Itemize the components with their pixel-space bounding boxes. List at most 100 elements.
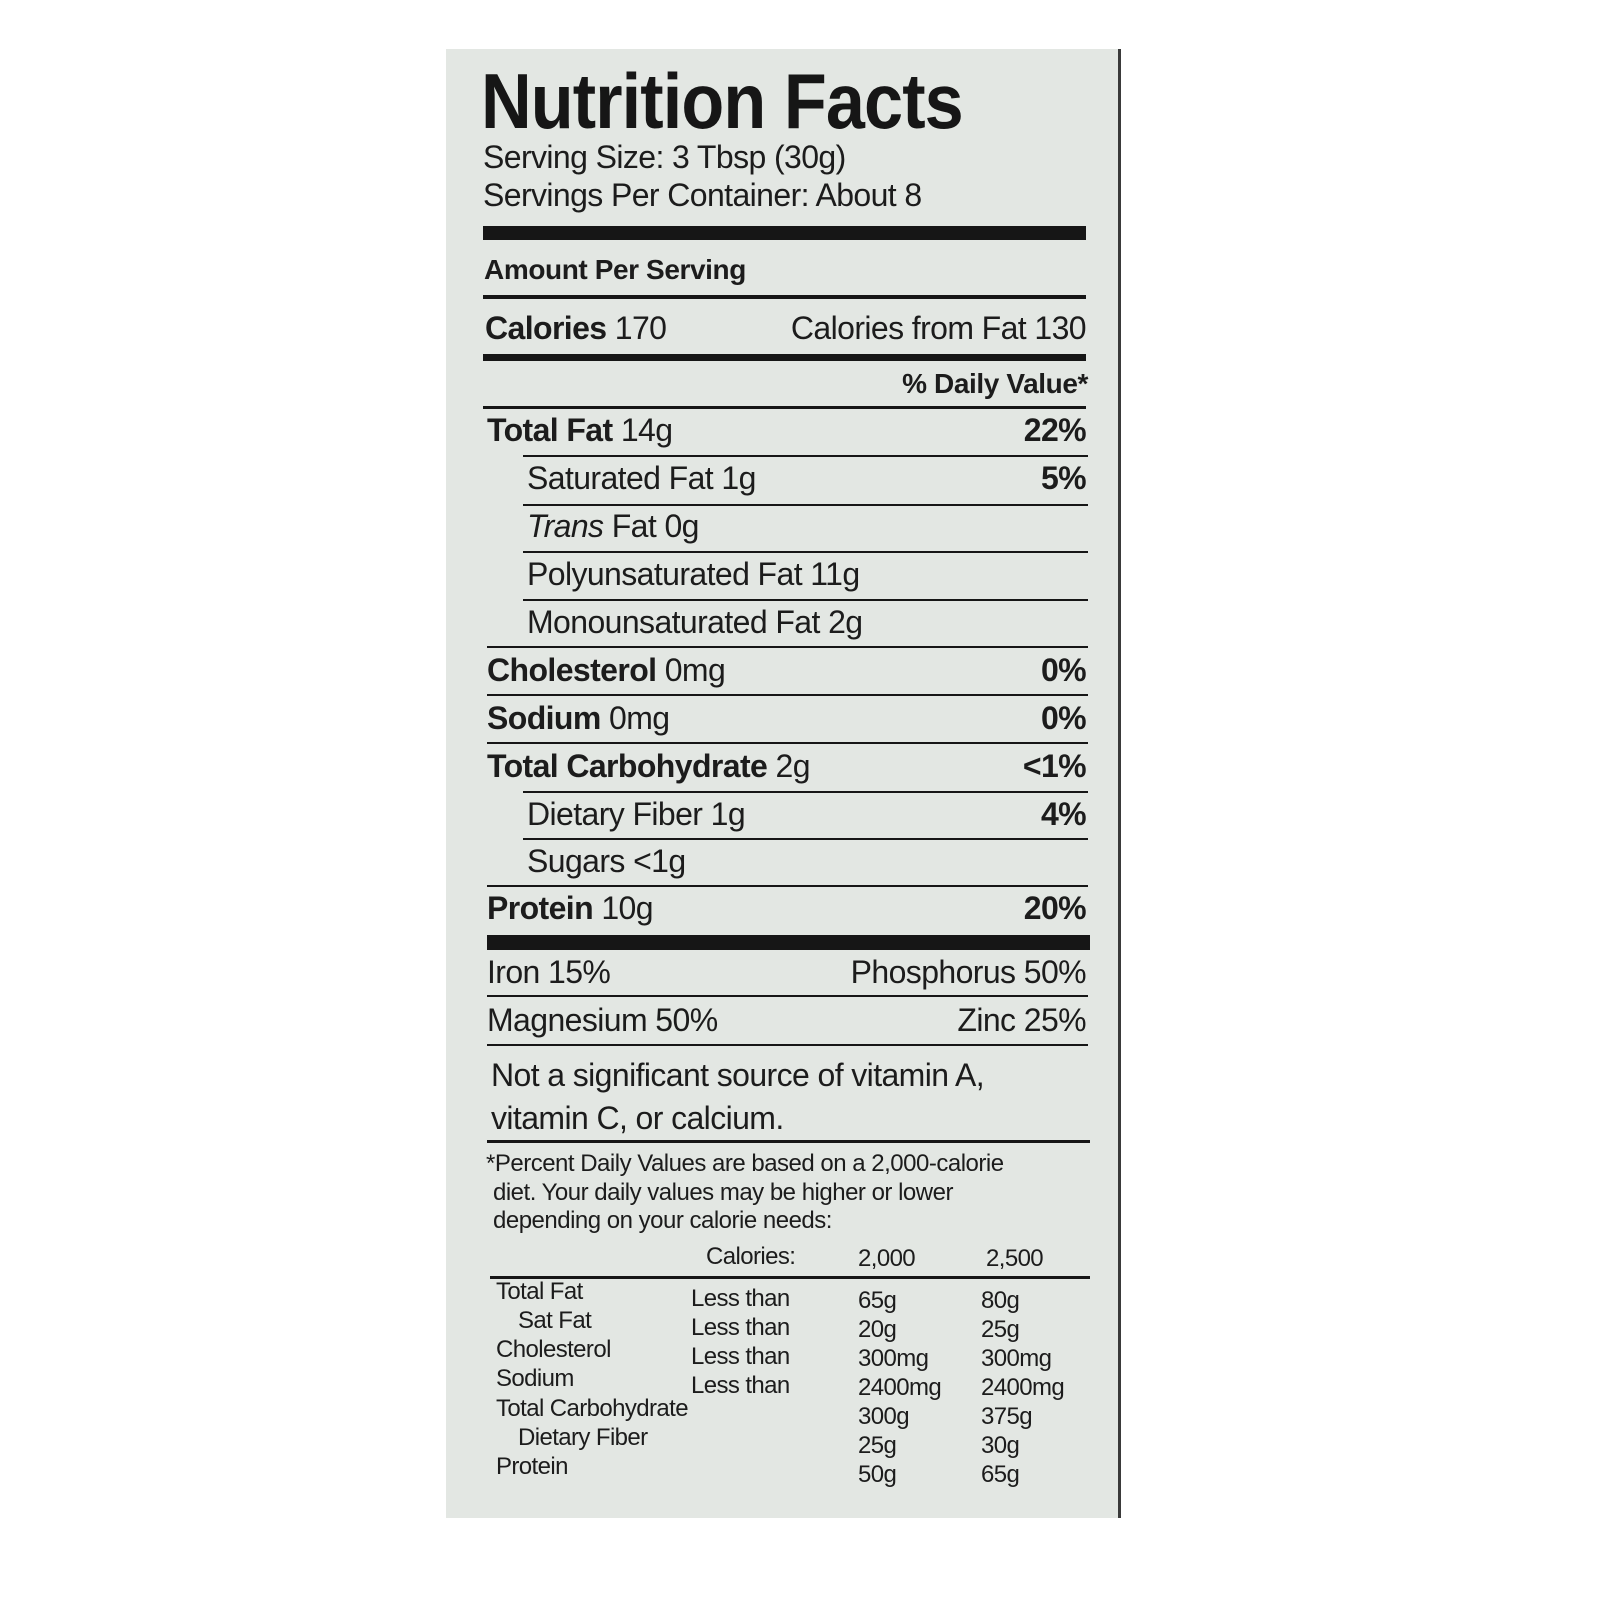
dv-table-row-col1: 300mg bbox=[858, 1345, 929, 1372]
calories-row: Calories 170 Calories from Fat 130 bbox=[485, 306, 1087, 350]
dv-table-row-col2: 300mg bbox=[981, 1345, 1052, 1372]
nutrient-name-italic: Trans bbox=[527, 508, 604, 544]
nutrient-row-sodium: Sodium 0mg 0% bbox=[487, 696, 1087, 740]
nutrient-dv: 5% bbox=[1040, 460, 1087, 496]
nutrient-name: Total Fat bbox=[487, 412, 613, 448]
nutrient-row-dietary-fiber: Dietary Fiber 1g 4% bbox=[527, 792, 1087, 836]
dv-table-row-col2: 25g bbox=[981, 1316, 1020, 1343]
dv-table-row-name: Sodium bbox=[496, 1365, 574, 1392]
footnote-line: *Percent Daily Values are based on a 2,0… bbox=[486, 1150, 1004, 1177]
calories-label: Calories bbox=[485, 310, 607, 346]
servings-per-container: Servings Per Container: About 8 bbox=[483, 177, 922, 213]
nutrient-amount: 2g bbox=[828, 604, 863, 640]
dv-table-row-name: Cholesterol bbox=[496, 1336, 611, 1363]
nutrient-amount: 0mg bbox=[609, 700, 670, 736]
divider bbox=[487, 1140, 1090, 1143]
nutrient-row-cholesterol: Cholesterol 0mg 0% bbox=[487, 648, 1087, 692]
daily-value-header: % Daily Value* bbox=[902, 368, 1088, 399]
calories-value: 170 bbox=[614, 310, 667, 346]
dv-table-row-col1: 65g bbox=[858, 1287, 897, 1314]
nutrient-amount: <1g bbox=[633, 843, 686, 879]
dv-table-row-col1: 20g bbox=[858, 1316, 897, 1343]
thick-divider bbox=[483, 226, 1086, 240]
divider bbox=[523, 599, 1088, 601]
dv-table-col1-header: 2,000 bbox=[858, 1245, 916, 1272]
nutrient-name: Polyunsaturated Fat bbox=[527, 556, 803, 592]
mineral-left: Magnesium 50% bbox=[487, 1002, 718, 1038]
mineral-left: Iron 15% bbox=[487, 954, 611, 990]
dv-table-row-col2: 30g bbox=[981, 1432, 1020, 1459]
nutrient-amount: 11g bbox=[810, 556, 860, 592]
dv-table-row-qualifier: Less than bbox=[691, 1372, 790, 1399]
nutrient-name: Total Carbohydrate bbox=[487, 748, 768, 784]
divider bbox=[523, 791, 1088, 793]
nutrient-dv: 22% bbox=[1023, 412, 1087, 448]
nutrient-dv: 0% bbox=[1040, 700, 1087, 736]
divider bbox=[483, 295, 1086, 299]
note-line: vitamin C, or calcium. bbox=[491, 1100, 784, 1136]
divider bbox=[487, 694, 1088, 696]
nutrient-row-total-fat: Total Fat 14g 22% bbox=[487, 408, 1087, 452]
mineral-row: Iron 15% Phosphorus 50% bbox=[487, 950, 1087, 994]
nutrient-name: Sugars bbox=[527, 843, 625, 879]
nutrient-row-protein: Protein 10g 20% bbox=[487, 886, 1087, 930]
nutrient-name: Protein bbox=[487, 890, 594, 926]
divider bbox=[487, 885, 1088, 887]
calories-from-fat-value: 130 bbox=[1034, 310, 1086, 346]
nutrient-row-sugars: Sugars <1g bbox=[527, 839, 1086, 883]
nutrient-row-saturated-fat: Saturated Fat 1g 5% bbox=[527, 456, 1087, 500]
thick-divider bbox=[487, 935, 1090, 950]
nutrient-name: Monounsaturated Fat bbox=[527, 604, 820, 640]
dv-table-row-qualifier: Less than bbox=[691, 1343, 790, 1370]
dv-table-row-name: Sat Fat bbox=[518, 1307, 592, 1334]
medium-divider bbox=[483, 354, 1086, 361]
dv-table-col2-header: 2,500 bbox=[986, 1245, 1044, 1272]
dv-table-row-qualifier: Less than bbox=[691, 1285, 790, 1312]
dv-table-row-name: Total Fat bbox=[496, 1278, 583, 1305]
serving-size: Serving Size: 3 Tbsp (30g) bbox=[483, 139, 846, 175]
divider bbox=[487, 1044, 1088, 1046]
mineral-right: Phosphorus 50% bbox=[850, 954, 1087, 990]
dv-table-row-name: Total Carbohydrate bbox=[496, 1395, 689, 1422]
nutrient-amount: 14g bbox=[620, 412, 673, 448]
footnote-line: depending on your calorie needs: bbox=[493, 1207, 832, 1234]
divider bbox=[523, 551, 1088, 553]
nutrient-name: Dietary Fiber bbox=[527, 796, 703, 832]
mineral-row: Magnesium 50% Zinc 25% bbox=[487, 998, 1087, 1042]
nutrient-dv: 4% bbox=[1040, 796, 1087, 832]
dv-table-row-col1: 300g bbox=[858, 1403, 910, 1430]
nutrient-amount: 0mg bbox=[664, 652, 726, 688]
nutrient-amount: 1g bbox=[721, 460, 756, 496]
nutrient-name: Fat bbox=[611, 508, 657, 544]
divider bbox=[483, 406, 1086, 409]
dv-table-row-name: Protein bbox=[496, 1453, 568, 1480]
footnote-line: diet. Your daily values may be higher or… bbox=[493, 1179, 953, 1206]
nutrient-dv: 0% bbox=[1040, 652, 1087, 688]
nutrient-amount: 0g bbox=[664, 508, 699, 544]
amount-per-serving: Amount Per Serving bbox=[484, 254, 746, 285]
divider bbox=[523, 504, 1088, 506]
nutrient-row-monounsaturated-fat: Monounsaturated Fat 2g bbox=[527, 600, 1086, 644]
dv-table-row-col1: 25g bbox=[858, 1432, 897, 1459]
divider bbox=[523, 838, 1088, 840]
dv-table-row-col1: 50g bbox=[858, 1461, 897, 1488]
dv-table-row-col2: 65g bbox=[981, 1461, 1020, 1488]
nutrient-dv: 20% bbox=[1023, 890, 1087, 926]
divider bbox=[487, 742, 1088, 744]
nutrient-row-trans-fat: Trans Fat 0g bbox=[527, 504, 1086, 548]
note-line: Not a significant source of vitamin A, bbox=[491, 1057, 985, 1093]
mineral-right: Zinc 25% bbox=[957, 1002, 1086, 1038]
dv-table-row-name: Dietary Fiber bbox=[518, 1424, 648, 1451]
divider bbox=[487, 995, 1088, 997]
nutrition-label bbox=[446, 49, 1121, 1518]
nutrient-dv: <1% bbox=[1022, 748, 1087, 784]
nutrient-name: Saturated Fat bbox=[527, 460, 714, 496]
divider bbox=[523, 455, 1088, 457]
label-title: Nutrition Facts bbox=[481, 57, 964, 145]
divider bbox=[490, 1276, 1090, 1279]
dv-table-calories-label: Calories: bbox=[706, 1243, 796, 1270]
nutrient-row-polyunsaturated-fat: Polyunsaturated Fat 11g bbox=[527, 552, 1086, 596]
nutrient-amount: 10g bbox=[601, 890, 653, 926]
nutrient-amount: 2g bbox=[775, 748, 811, 784]
nutrient-name: Sodium bbox=[487, 700, 601, 736]
